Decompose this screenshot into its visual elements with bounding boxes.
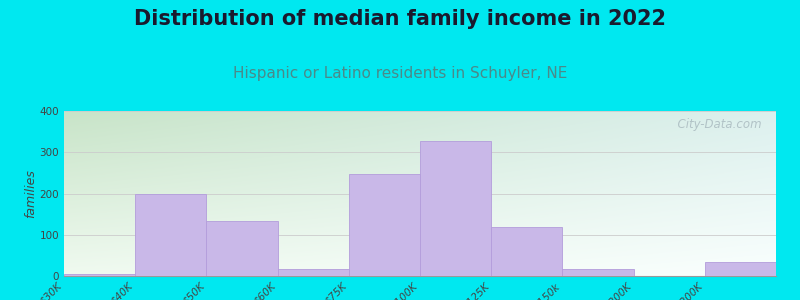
Bar [64, 274, 135, 276]
Bar [420, 141, 491, 276]
Text: City-Data.com: City-Data.com [670, 118, 762, 130]
Bar [206, 221, 278, 276]
Text: Hispanic or Latino residents in Schuyler, NE: Hispanic or Latino residents in Schuyler… [233, 66, 567, 81]
Y-axis label: families: families [24, 169, 37, 218]
Bar [705, 262, 776, 276]
Bar [491, 226, 562, 276]
Bar [349, 174, 420, 276]
Bar [562, 268, 634, 276]
Text: Distribution of median family income in 2022: Distribution of median family income in … [134, 9, 666, 29]
Bar [135, 194, 206, 276]
Bar [278, 268, 349, 276]
